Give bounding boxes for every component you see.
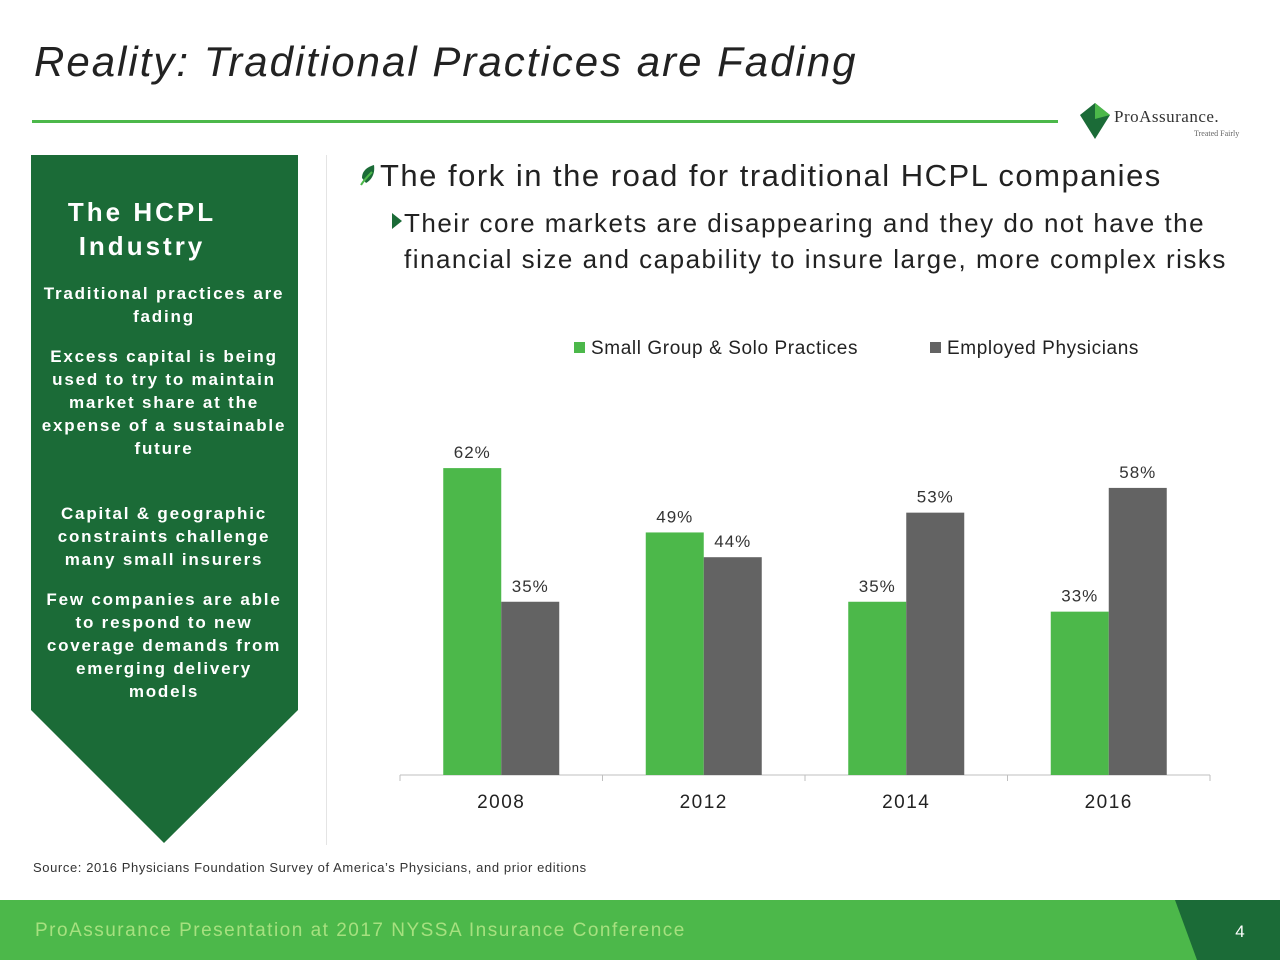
panel-arrow-shape <box>31 155 298 843</box>
page-number: 4 <box>1235 922 1245 941</box>
data-label: 49% <box>656 507 693 526</box>
data-label: 44% <box>714 532 751 551</box>
source-note: Source: 2016 Physicians Foundation Surve… <box>33 860 587 875</box>
x-tick-label: 2014 <box>882 792 930 813</box>
footer-text: ProAssurance Presentation at 2017 NYSSA … <box>35 920 686 941</box>
data-label: 53% <box>917 488 954 507</box>
legend-swatch <box>930 342 941 353</box>
company-logo: ProAssurance. Treated Fairly <box>1080 103 1250 143</box>
bar-employed <box>703 557 762 775</box>
triangle-bullet-icon <box>392 213 402 229</box>
sub-bullet-text: Their core markets are disappearing and … <box>404 208 1227 274</box>
data-label: 35% <box>859 577 896 596</box>
logo-mark-icon <box>1080 103 1110 139</box>
bar-employed <box>1108 487 1167 775</box>
legend-label: Small Group & Solo Practices <box>591 338 858 359</box>
x-tick-label: 2016 <box>1085 792 1133 813</box>
vertical-divider <box>326 155 327 845</box>
leaf-bullet-icon <box>360 165 375 186</box>
bar-employed <box>501 601 560 775</box>
sub-bullet: Their core markets are disappearing and … <box>392 205 1262 277</box>
title-divider <box>32 120 1058 123</box>
panel-item: Few companies are able to respond to new… <box>46 590 282 701</box>
page-tab-shape <box>1175 900 1280 960</box>
bar-small-group <box>645 532 704 775</box>
panel-item: Excess capital is being used to try to m… <box>41 347 287 458</box>
footer-bar: ProAssurance Presentation at 2017 NYSSA … <box>0 900 1280 960</box>
logo-name: ProAssurance. <box>1114 107 1220 126</box>
legend-swatch <box>574 342 585 353</box>
legend-label: Employed Physicians <box>947 338 1139 359</box>
bar-employed <box>906 512 965 775</box>
bar-chart: 62% 35% 2008 49% 44% 2012 35% 53% 2014 33% 58% 2016… <box>390 330 1230 830</box>
slide-title: Reality: Traditional Practices are Fadin… <box>34 38 858 85</box>
chart-svg: 62% 35% 2008 49% 44% 2012 35% 53% 2014 33% 58% 2016… <box>399 338 1211 813</box>
data-label: 33% <box>1061 587 1098 606</box>
industry-panel: The HCPL Industry Traditional practices … <box>31 155 298 845</box>
bar-small-group <box>848 601 907 775</box>
x-tick-label: 2008 <box>477 792 525 813</box>
logo-tagline: Treated Fairly <box>1194 129 1240 138</box>
x-tick-label: 2012 <box>680 792 728 813</box>
data-label: 62% <box>454 443 491 462</box>
bar-small-group <box>443 468 502 775</box>
data-label: 58% <box>1119 463 1156 482</box>
panel-item: Traditional practices are fading <box>43 284 285 326</box>
panel-heading: The HCPL Industry <box>67 197 217 261</box>
panel-item: Capital & geographic constraints challen… <box>57 504 271 569</box>
bar-small-group <box>1050 611 1109 775</box>
main-bullet-text: The fork in the road for traditional HCP… <box>380 158 1162 193</box>
data-label: 35% <box>512 577 549 596</box>
